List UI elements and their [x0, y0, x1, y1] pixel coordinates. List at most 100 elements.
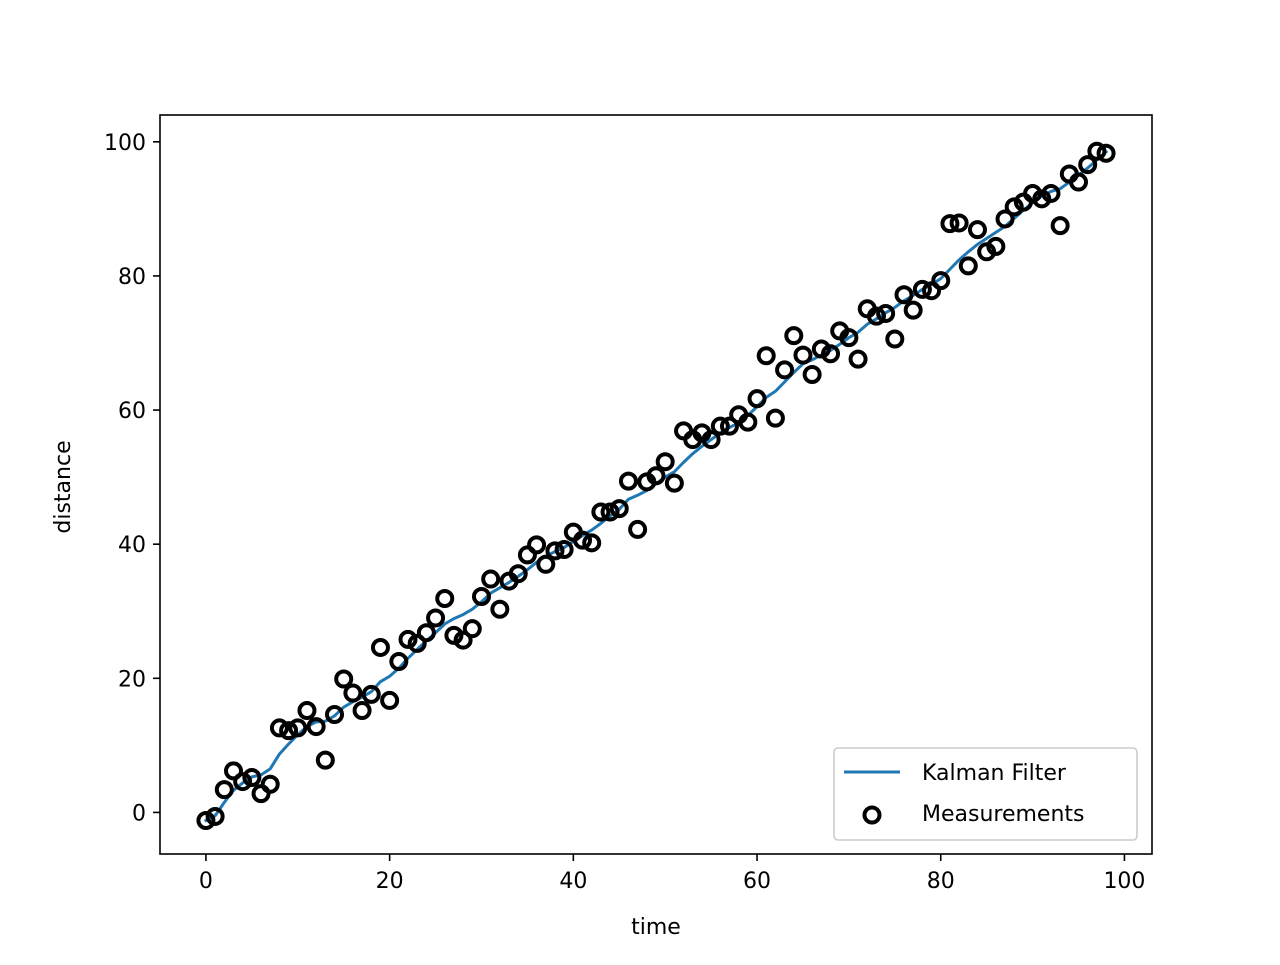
measurement-point [471, 586, 491, 606]
measurement-point [719, 416, 739, 436]
measurement-point [435, 589, 455, 609]
measurement-point [352, 700, 372, 720]
measurement-point [922, 281, 942, 301]
measurement-point [196, 810, 216, 830]
measurement-point [389, 652, 409, 672]
measurement-point [462, 619, 482, 639]
measurement-point [315, 750, 335, 770]
measurement-point [1069, 172, 1089, 192]
plot-frame [159, 114, 1153, 855]
x-tick-label: 60 [743, 869, 771, 894]
measurement-points-layer [196, 141, 1116, 830]
measurement-point [269, 718, 289, 738]
y-tick-label: 20 [118, 667, 146, 692]
legend-kalman-label: Kalman Filter [922, 761, 1067, 786]
measurement-point [618, 471, 638, 491]
legend-measurements-swatch [862, 805, 882, 825]
x-tick-label: 40 [559, 869, 587, 894]
measurement-point [1087, 141, 1107, 161]
x-tick-label: 100 [1103, 869, 1145, 894]
measurement-point [949, 213, 969, 233]
measurement-point [903, 300, 923, 320]
measurement-point [223, 761, 243, 781]
measurement-point [655, 452, 675, 472]
measurement-point [325, 705, 345, 725]
y-tick-label: 100 [104, 131, 146, 156]
measurement-point [628, 519, 648, 539]
measurement-point [912, 279, 932, 299]
measurement-point [738, 412, 758, 432]
measurement-point [775, 360, 795, 380]
y-axis-label: distance [51, 440, 76, 533]
measurement-point [609, 499, 629, 519]
measurement-point [343, 683, 363, 703]
measurement-point [380, 690, 400, 710]
measurement-point [214, 780, 234, 800]
y-tick-label: 0 [132, 801, 146, 826]
measurement-point [958, 256, 978, 276]
legend: Kalman Filter Measurements [833, 747, 1138, 841]
measurement-point [1096, 143, 1116, 163]
measurement-point [416, 623, 436, 643]
measurement-point [370, 637, 390, 657]
y-tick-label: 40 [118, 533, 146, 558]
measurement-point [1004, 197, 1024, 217]
measurement-point [747, 389, 767, 409]
measurement-point [710, 416, 730, 436]
measurement-point [802, 365, 822, 385]
y-tick-label: 80 [118, 265, 146, 290]
measurement-point [233, 772, 253, 792]
measurement-point [821, 344, 841, 364]
legend-measurements-label: Measurements [922, 802, 1085, 827]
measurement-point [508, 564, 528, 584]
measurement-point [334, 669, 354, 689]
measurement-point [646, 466, 666, 486]
measurement-point [306, 717, 326, 737]
measurement-point [527, 535, 547, 555]
measurement-point [793, 345, 813, 365]
x-axis-label: time [631, 915, 681, 940]
measurement-point [1050, 216, 1070, 236]
measurement-point [986, 236, 1006, 256]
measurement-point [866, 306, 886, 326]
measurement-point [288, 718, 308, 738]
measurement-point [876, 303, 896, 323]
measurement-point [1041, 183, 1061, 203]
measurement-point [967, 220, 987, 240]
measurement-point [490, 599, 510, 619]
measurement-point [444, 625, 464, 645]
measurement-point [361, 684, 381, 704]
measurement-point [1078, 155, 1098, 175]
measurement-point [784, 326, 804, 346]
measurement-point [940, 214, 960, 234]
measurement-point [591, 502, 611, 522]
measurement-point [894, 285, 914, 305]
measurement-point [664, 473, 684, 493]
measurement-point [260, 774, 280, 794]
measurement-point [765, 408, 785, 428]
measurement-point [398, 629, 418, 649]
measurement-point [839, 328, 859, 348]
measurement-point [554, 540, 574, 560]
measurement-point [536, 554, 556, 574]
y-axis: 0 20 40 60 80 100 [104, 131, 160, 826]
legend-box [833, 747, 1138, 841]
measurement-point [453, 630, 473, 650]
measurement-point [701, 430, 721, 450]
measurement-point [242, 768, 262, 788]
measurement-point [811, 339, 831, 359]
measurement-point [407, 633, 427, 653]
measurement-point [426, 608, 446, 628]
x-tick-label: 20 [376, 869, 404, 894]
measurement-point [517, 545, 537, 565]
x-tick-label: 0 [199, 869, 213, 894]
measurement-point [885, 329, 905, 349]
measurement-point [931, 271, 951, 291]
x-axis: 0 20 40 60 80 100 [199, 854, 1145, 894]
measurement-point [756, 346, 776, 366]
x-tick-label: 80 [927, 869, 955, 894]
measurement-point [545, 541, 565, 561]
measurement-point [582, 533, 602, 553]
